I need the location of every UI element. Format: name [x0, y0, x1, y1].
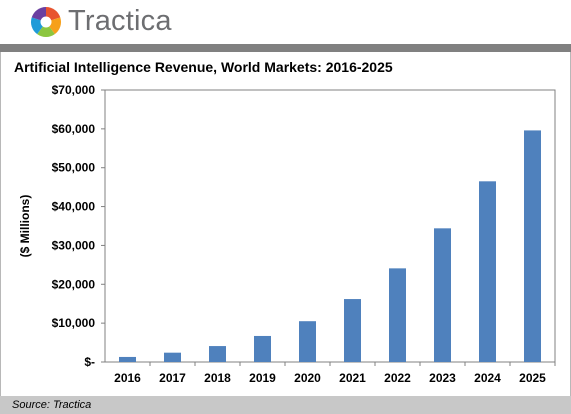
bar: [524, 130, 541, 362]
brand-name: Tractica: [68, 5, 172, 37]
bar-chart: $- $10,000 $20,000 $30,000 $40,000 $50,000 $60…: [18, 83, 556, 385]
y-tick-label: $70,000: [52, 83, 96, 97]
source-note: Source: Tractica: [0, 396, 571, 414]
bar: [119, 356, 136, 362]
bar: [254, 335, 271, 362]
bar: [434, 228, 451, 362]
tractica-logo-icon: [30, 6, 62, 38]
y-axis-title: ($ Millions): [18, 195, 32, 258]
y-tick-label: $60,000: [52, 122, 96, 136]
x-tick-label: 2024: [474, 371, 501, 385]
x-tick-label: 2025: [519, 371, 546, 385]
x-tick-label: 2023: [429, 371, 456, 385]
x-tick-label: 2022: [384, 371, 411, 385]
bar: [344, 299, 361, 362]
header: Tractica: [0, 0, 571, 44]
x-tick-label: 2021: [339, 371, 366, 385]
y-tick-label: $10,000: [52, 316, 96, 330]
bar: [299, 321, 316, 362]
bar: [389, 268, 406, 362]
x-tick-label: 2020: [294, 371, 321, 385]
y-tick-label: $30,000: [52, 238, 96, 252]
y-tick-label: $20,000: [52, 277, 96, 291]
bar: [479, 181, 496, 362]
bar: [164, 352, 181, 362]
chart-title: Artificial Intelligence Revenue, World M…: [14, 59, 393, 75]
x-tick-label: 2016: [114, 371, 141, 385]
y-tick-label: $-: [84, 355, 95, 369]
x-tick-label: 2019: [249, 371, 276, 385]
logo-petal: [37, 22, 55, 38]
header-divider: [0, 44, 571, 52]
x-tick-label: 2017: [159, 371, 186, 385]
bar: [209, 346, 226, 362]
x-tick-label: 2018: [204, 371, 231, 385]
y-tick-label: $40,000: [52, 200, 96, 214]
y-tick-label: $50,000: [52, 161, 96, 175]
